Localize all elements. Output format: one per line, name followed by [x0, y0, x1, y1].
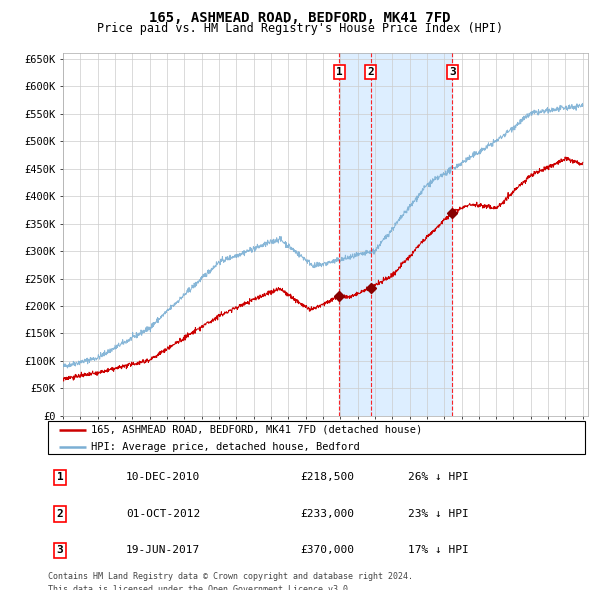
Text: 2: 2 — [56, 509, 64, 519]
Text: 17% ↓ HPI: 17% ↓ HPI — [408, 546, 469, 555]
Text: 2: 2 — [367, 67, 374, 77]
Text: £218,500: £218,500 — [300, 473, 354, 482]
Text: 19-JUN-2017: 19-JUN-2017 — [126, 546, 200, 555]
Text: 3: 3 — [56, 546, 64, 555]
Text: 3: 3 — [449, 67, 456, 77]
Text: 01-OCT-2012: 01-OCT-2012 — [126, 509, 200, 519]
Text: £233,000: £233,000 — [300, 509, 354, 519]
Text: £370,000: £370,000 — [300, 546, 354, 555]
Text: 26% ↓ HPI: 26% ↓ HPI — [408, 473, 469, 482]
Text: 10-DEC-2010: 10-DEC-2010 — [126, 473, 200, 482]
Text: 1: 1 — [56, 473, 64, 482]
Bar — [339, 53, 452, 416]
Text: Price paid vs. HM Land Registry's House Price Index (HPI): Price paid vs. HM Land Registry's House … — [97, 22, 503, 35]
Text: HPI: Average price, detached house, Bedford: HPI: Average price, detached house, Bedf… — [91, 442, 360, 452]
Text: 165, ASHMEAD ROAD, BEDFORD, MK41 7FD (detached house): 165, ASHMEAD ROAD, BEDFORD, MK41 7FD (de… — [91, 425, 422, 435]
Text: 1: 1 — [336, 67, 343, 77]
Text: 165, ASHMEAD ROAD, BEDFORD, MK41 7FD: 165, ASHMEAD ROAD, BEDFORD, MK41 7FD — [149, 11, 451, 25]
Text: This data is licensed under the Open Government Licence v3.0.: This data is licensed under the Open Gov… — [48, 585, 353, 590]
FancyBboxPatch shape — [48, 421, 585, 454]
Text: Contains HM Land Registry data © Crown copyright and database right 2024.: Contains HM Land Registry data © Crown c… — [48, 572, 413, 581]
Text: 23% ↓ HPI: 23% ↓ HPI — [408, 509, 469, 519]
